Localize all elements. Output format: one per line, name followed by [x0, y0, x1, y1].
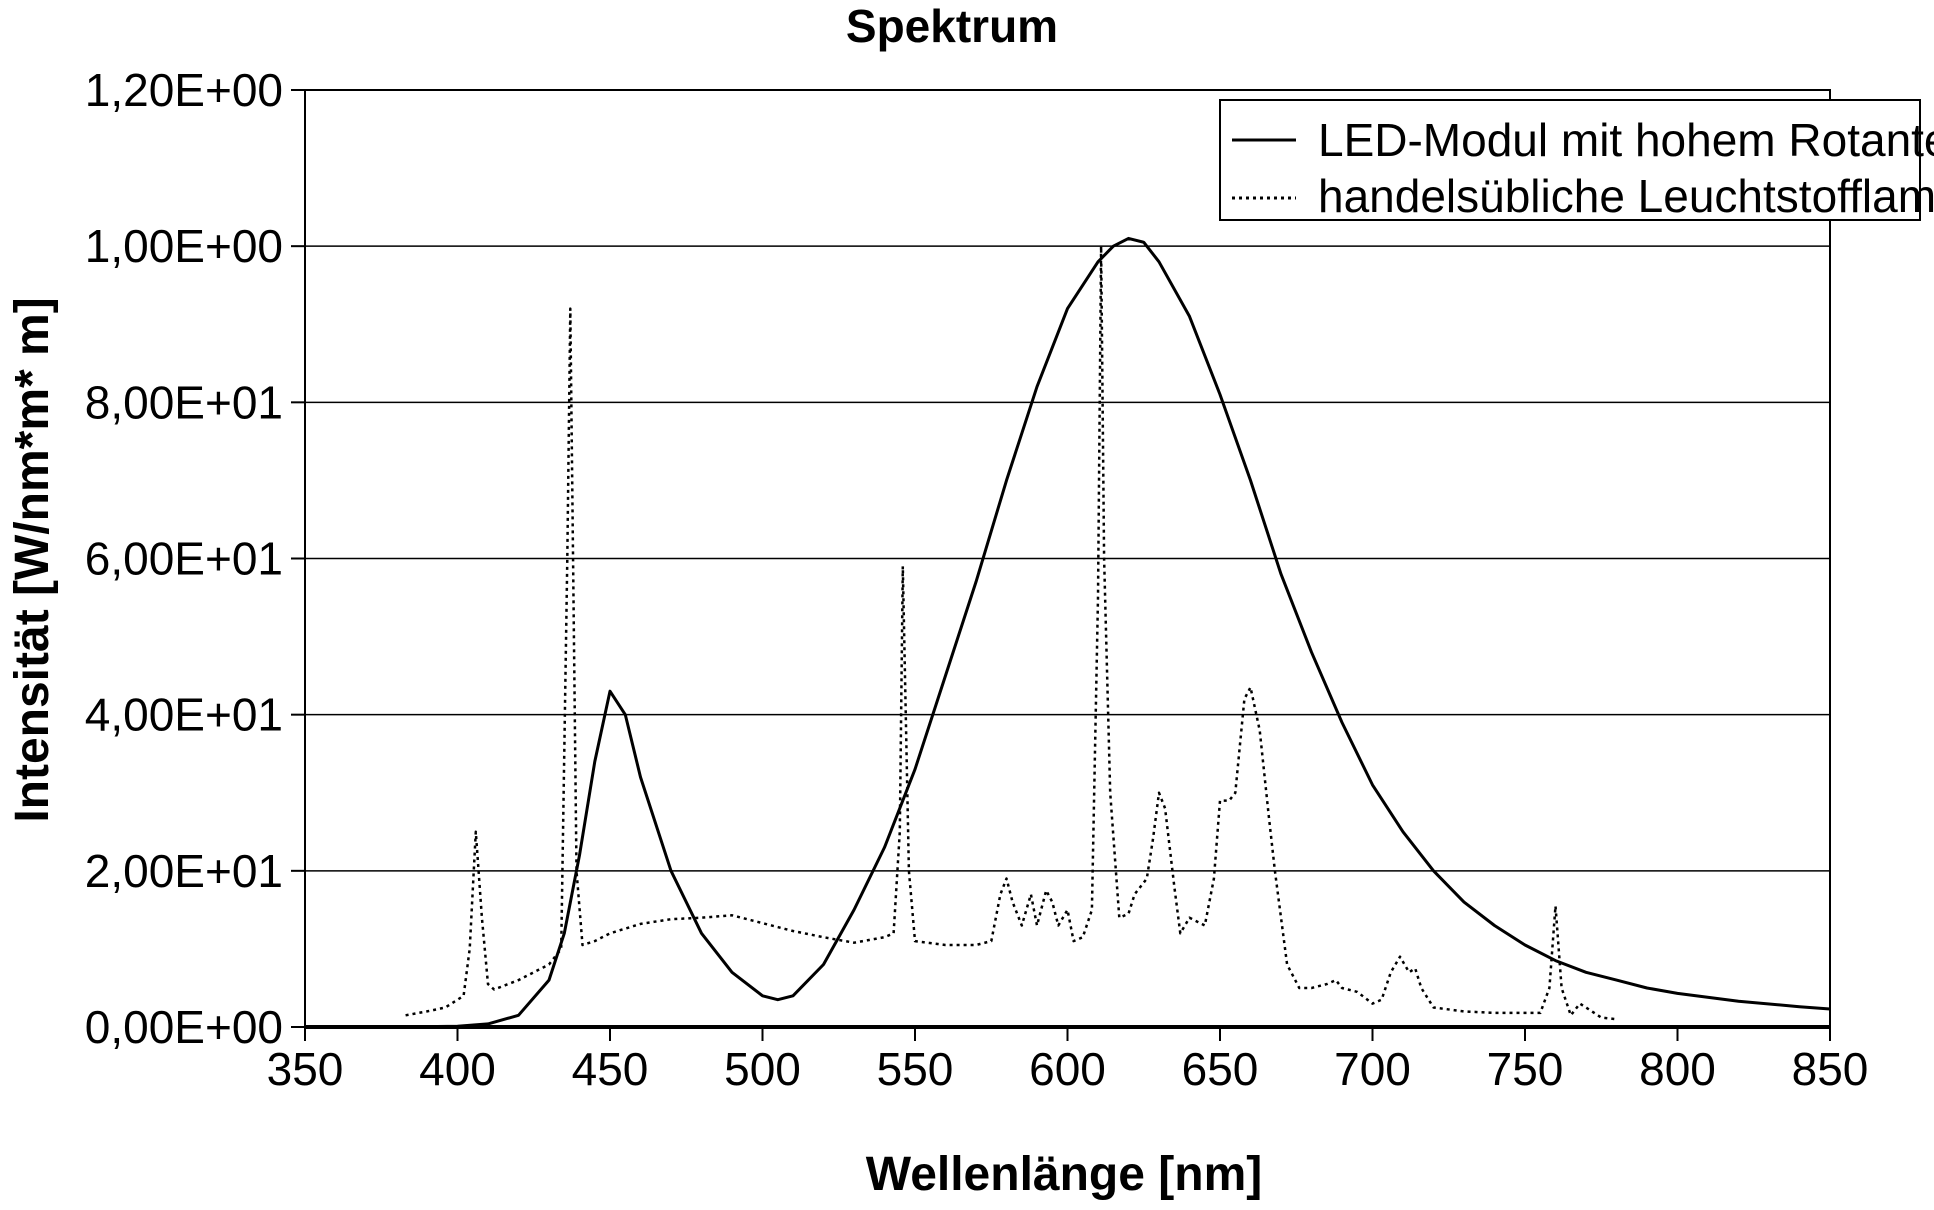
series-line-led-module	[305, 238, 1830, 1027]
series-layer	[305, 238, 1830, 1027]
y-tick-label: 8,00E+01	[85, 376, 283, 428]
legend-label-fluorescent: handelsübliche Leuchtstofflampe	[1318, 170, 1934, 222]
x-tick-label: 600	[1029, 1043, 1106, 1095]
y-tick-label: 2,00E+01	[85, 845, 283, 897]
y-tick-label: 1,20E+00	[85, 64, 283, 116]
x-tick-label: 650	[1182, 1043, 1259, 1095]
legend-label-led: LED-Modul mit hohem Rotanteil	[1318, 114, 1934, 166]
y-tick-label: 0,00E+00	[85, 1001, 283, 1053]
tick-marks	[291, 90, 1830, 1041]
series-line-fluorescent-lamp	[406, 246, 1617, 1019]
y-tick-label: 4,00E+01	[85, 689, 283, 741]
y-tick-label: 6,00E+01	[85, 533, 283, 585]
legend: LED-Modul mit hohem Rotanteil handelsübl…	[1220, 100, 1934, 222]
x-tick-label: 350	[267, 1043, 344, 1095]
x-tick-label: 750	[1487, 1043, 1564, 1095]
y-axis-label: Intensität [W/nm*m* m]	[6, 297, 59, 822]
x-tick-label: 800	[1639, 1043, 1716, 1095]
x-tick-label: 450	[572, 1043, 649, 1095]
x-tick-label: 500	[724, 1043, 801, 1095]
x-tick-label: 850	[1792, 1043, 1869, 1095]
x-axis-label: Wellenlänge [nm]	[866, 1148, 1263, 1201]
x-tick-label: 400	[419, 1043, 496, 1095]
y-tick-label: 1,00E+00	[85, 220, 283, 272]
chart-title: Spektrum	[846, 0, 1058, 52]
x-tick-label: 550	[877, 1043, 954, 1095]
x-tick-label: 700	[1334, 1043, 1411, 1095]
